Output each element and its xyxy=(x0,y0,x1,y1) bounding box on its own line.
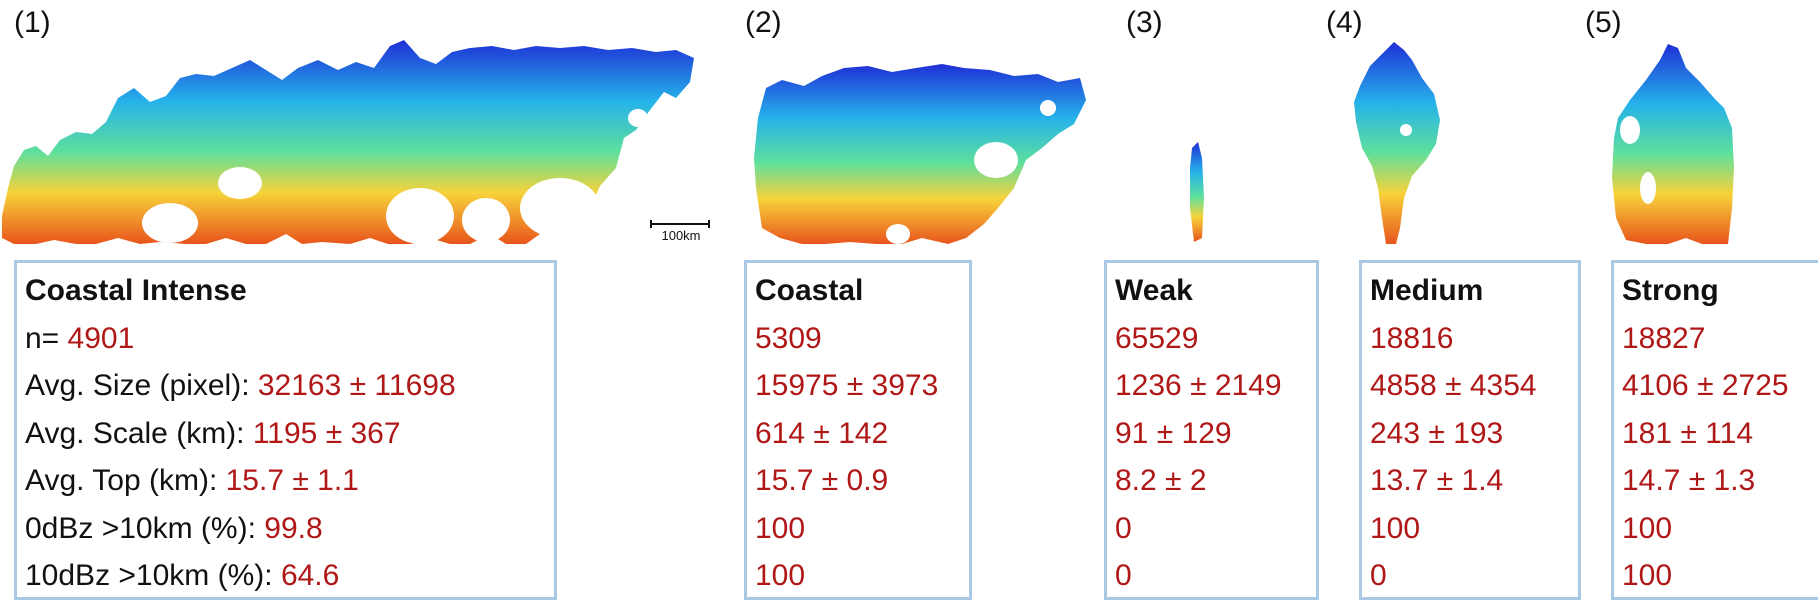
stat-value: 100 xyxy=(755,559,806,592)
stat-value: 32163 ± 11698 xyxy=(257,369,456,402)
stat-value: 100 xyxy=(755,511,806,545)
stat-value: 4858 ± 4354 xyxy=(1370,369,1537,402)
stat-value: 15.7 ± 0.9 xyxy=(755,464,889,497)
stat-value: 5309 xyxy=(755,321,822,355)
stat-value: 614 ± 142 xyxy=(755,416,889,450)
stat-value: 100 xyxy=(1370,511,1421,545)
cluster-5-label: (5) xyxy=(1585,6,1622,39)
cluster-2-stats-box: Coastal 5309 15975 ± 3973 614 ± 142 15.7… xyxy=(744,260,972,600)
stat-label: 0dBz >10km (%): xyxy=(25,511,265,545)
cluster-4-radar-image xyxy=(1354,42,1440,244)
stat-value: 4901 xyxy=(67,321,135,355)
scale-bar xyxy=(650,220,710,228)
cluster-5-title: Strong xyxy=(1622,274,1719,307)
stat-value: 1195 ± 367 xyxy=(252,416,401,450)
stat-value: 0 xyxy=(1370,559,1387,592)
stat-value: 15.7 ± 1.1 xyxy=(225,464,359,497)
stat-value: 1236 ± 2149 xyxy=(1115,369,1282,402)
stat-value: 181 ± 114 xyxy=(1622,416,1754,450)
cluster-5-stats-box: Strong 18827 4106 ± 2725 181 ± 114 14.7 … xyxy=(1611,260,1818,600)
scale-bar-label: 100km xyxy=(661,228,701,243)
cluster-4-label: (4) xyxy=(1326,6,1363,39)
stat-value: 14.7 ± 1.3 xyxy=(1622,464,1756,497)
stat-row: Avg. Top (km): 15.7 ± 1.1 xyxy=(25,457,546,505)
cluster-5-radar-image xyxy=(1612,44,1734,244)
stat-row: 0dBz >10km (%): 99.8 xyxy=(25,505,546,553)
stat-row: n= 4901 xyxy=(25,315,546,363)
cluster-2-label: (2) xyxy=(745,6,782,39)
cluster-2-radar-image xyxy=(754,64,1086,244)
cluster-1-title: Coastal Intense xyxy=(25,274,247,307)
stat-value: 4106 ± 2725 xyxy=(1622,369,1789,402)
cluster-3-stats-box: Weak 65529 1236 ± 2149 91 ± 129 8.2 ± 2 … xyxy=(1104,260,1319,600)
cluster-3-title: Weak xyxy=(1115,274,1193,307)
cluster-3-label: (3) xyxy=(1126,6,1163,39)
cluster-2-title: Coastal xyxy=(755,274,864,307)
stat-label: Avg. Size (pixel): xyxy=(25,369,258,402)
stat-value: 15975 ± 3973 xyxy=(755,369,939,402)
cluster-4-title: Medium xyxy=(1370,274,1484,307)
stat-value: 100 xyxy=(1622,559,1673,592)
cluster-4-stats-box: Medium 18816 4858 ± 4354 243 ± 193 13.7 … xyxy=(1359,260,1581,600)
stat-value: 65529 xyxy=(1115,321,1199,355)
stat-value: 18827 xyxy=(1622,321,1706,355)
stat-label: Avg. Top (km): xyxy=(25,464,226,497)
cluster-1-stats-box: Coastal Intense n= 4901 Avg. Size (pixel… xyxy=(14,260,557,600)
stat-value: 243 ± 193 xyxy=(1370,416,1504,450)
stat-label: n= xyxy=(25,321,68,355)
cluster-3-radar-image xyxy=(1190,142,1204,242)
stat-value: 64.6 xyxy=(280,559,340,592)
stat-row: Avg. Scale (km): 1195 ± 367 xyxy=(25,410,546,458)
stat-value: 8.2 ± 2 xyxy=(1115,464,1207,497)
stat-label: 10dBz >10km (%): xyxy=(25,559,281,592)
stat-value: 0 xyxy=(1115,511,1132,545)
cluster-1-radar-image xyxy=(2,40,694,244)
stat-value: 100 xyxy=(1622,511,1673,545)
stat-row: 10dBz >10km (%): 64.6 xyxy=(25,552,546,600)
stat-value: 99.8 xyxy=(264,511,323,545)
stat-value: 13.7 ± 1.4 xyxy=(1370,464,1504,497)
cluster-1-label: (1) xyxy=(14,6,51,39)
stat-value: 91 ± 129 xyxy=(1115,416,1232,450)
stat-value: 0 xyxy=(1115,559,1132,592)
stat-label: Avg. Scale (km): xyxy=(25,416,253,450)
stat-value: 18816 xyxy=(1370,321,1454,355)
stat-row: Avg. Size (pixel): 32163 ± 11698 xyxy=(25,362,546,410)
